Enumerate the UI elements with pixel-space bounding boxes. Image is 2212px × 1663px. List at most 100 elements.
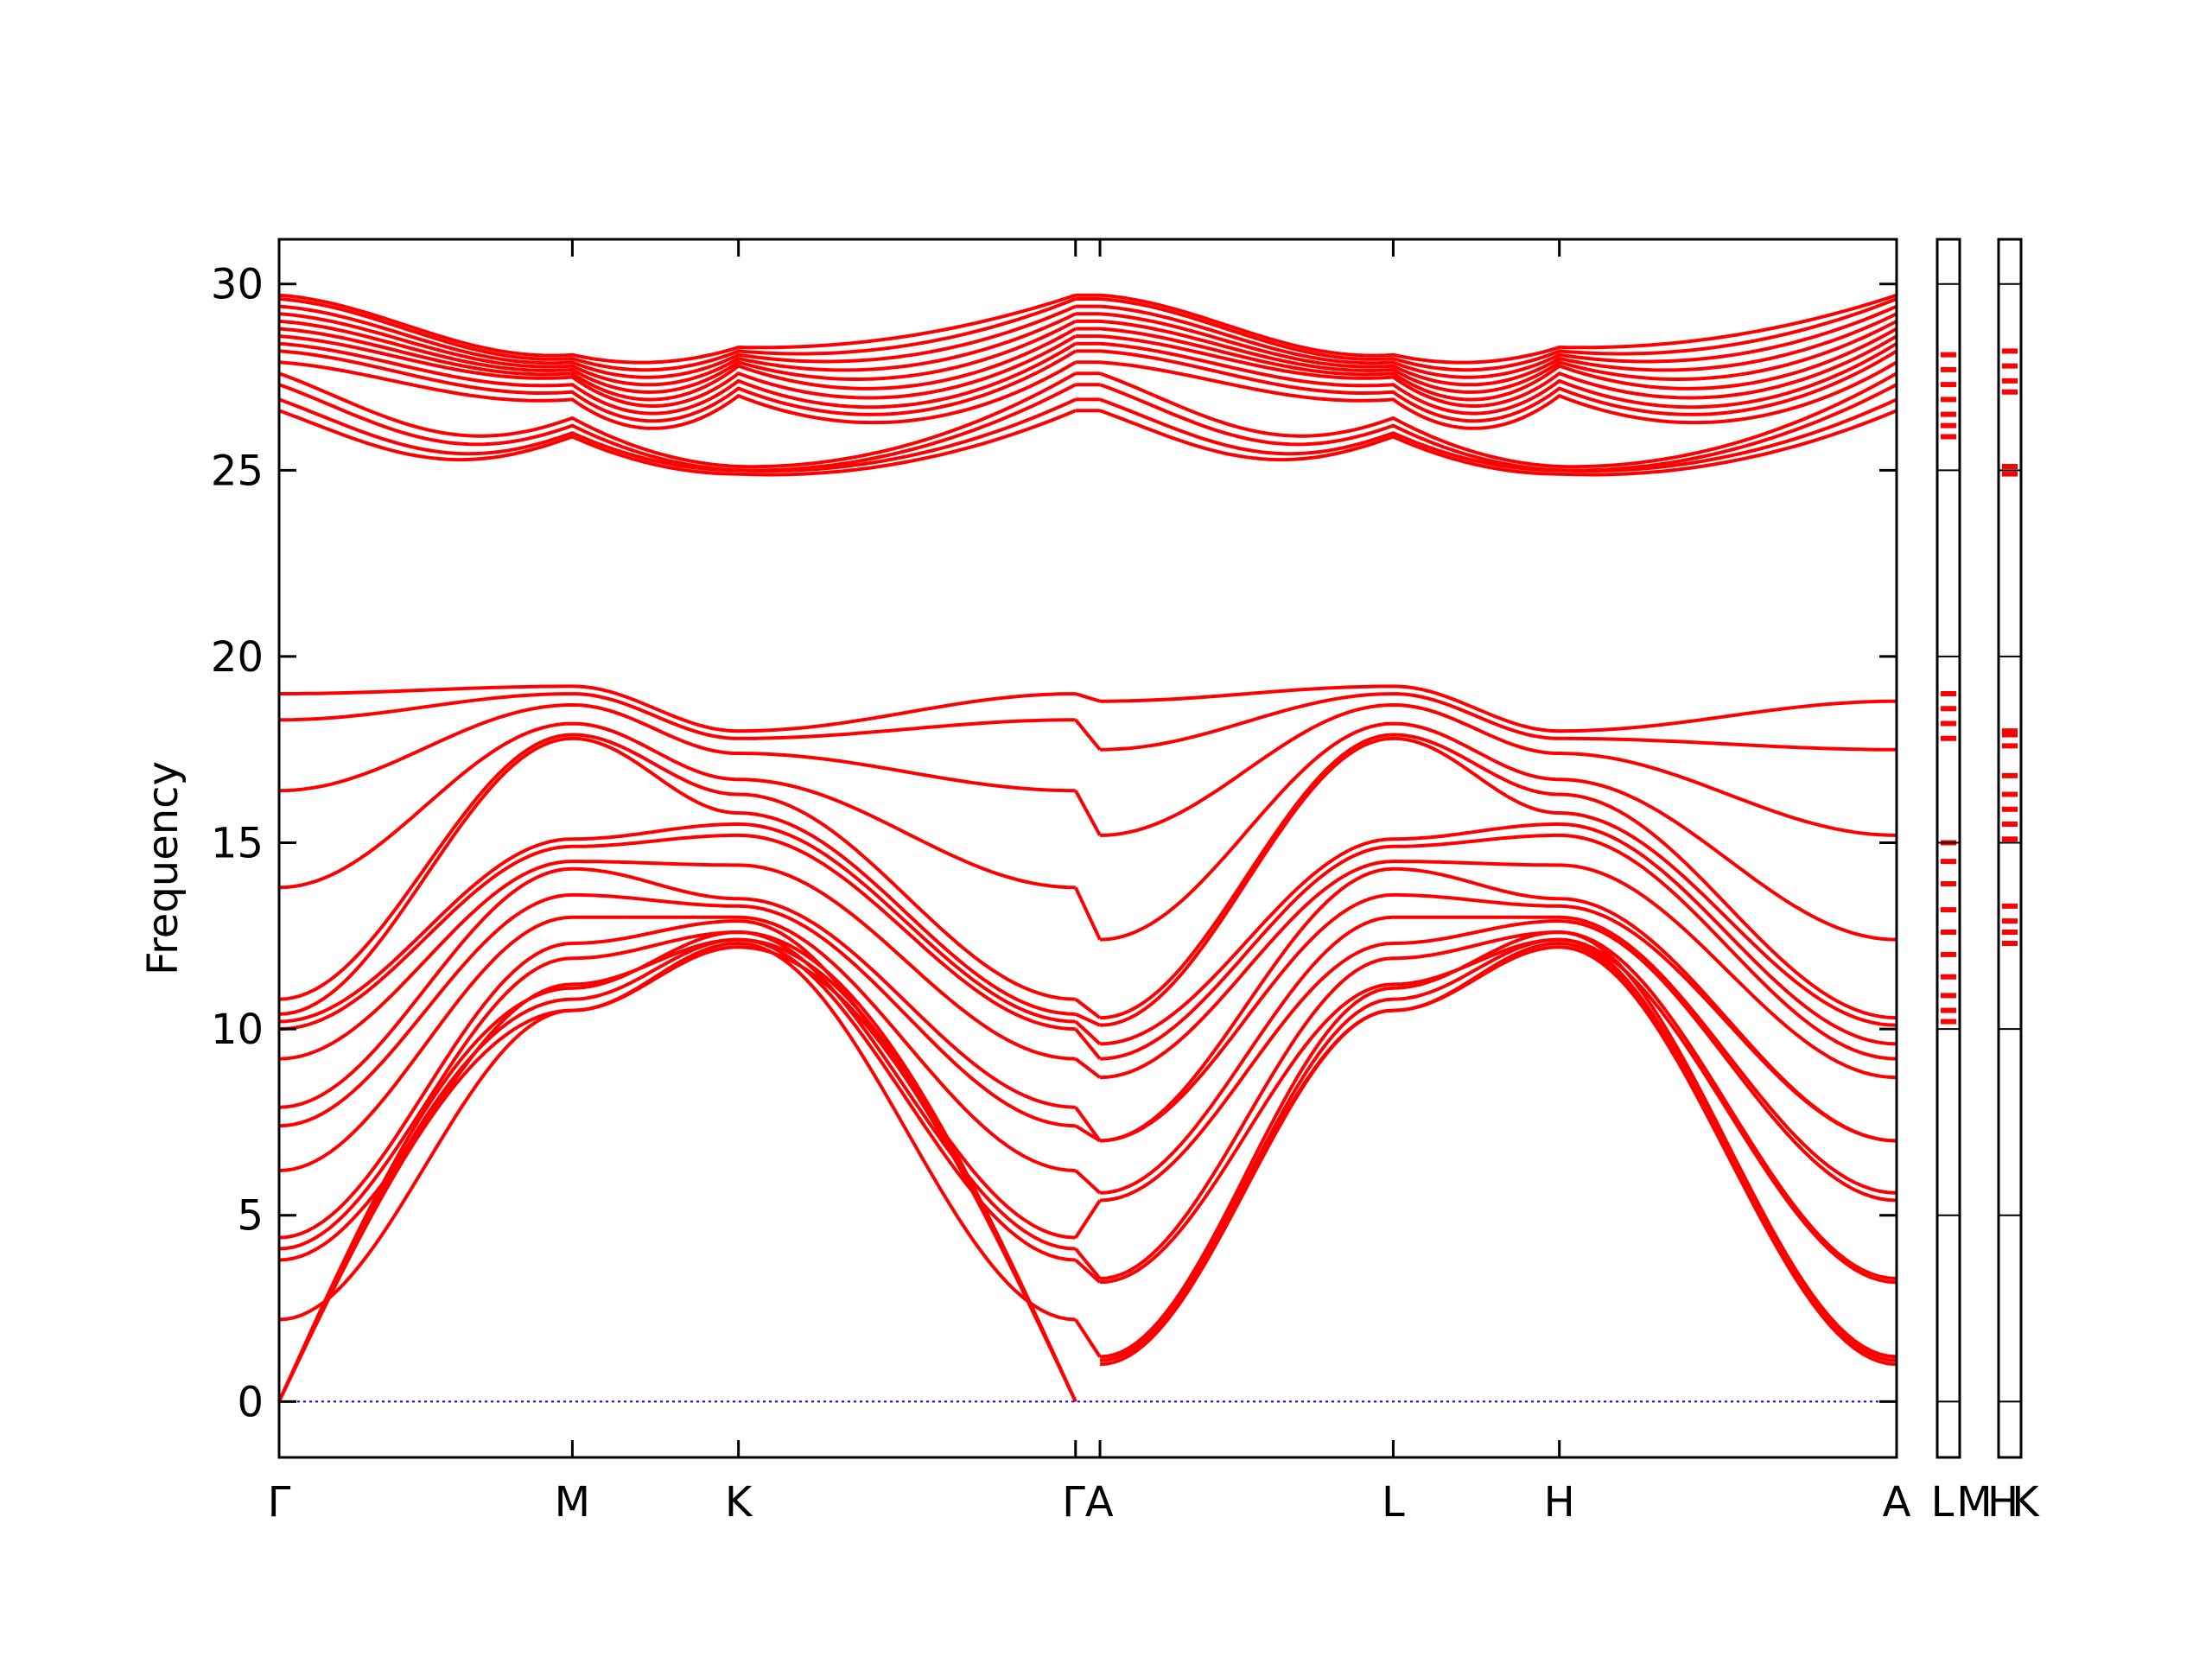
x-tick-label-4: L	[1382, 1478, 1405, 1527]
band-optic-10-gmkg	[278, 866, 1076, 1109]
band-optic-10-ga	[1074, 1106, 1102, 1142]
band-high-1-gmkg	[278, 409, 1077, 477]
band-optic-12-alha	[1099, 915, 1897, 1195]
band-optic-7-ga	[1074, 1020, 1102, 1045]
band-optic-2-alha	[1099, 692, 1897, 752]
band-high-12-gmkg	[278, 304, 1077, 379]
band-optic-7-alha	[1099, 822, 1897, 1046]
band-optic-6-gmkg	[278, 736, 1076, 1016]
band-high-7-alha	[1099, 341, 1898, 416]
y-tick-label-30: 30	[211, 261, 264, 309]
band-high-13-alha	[1099, 297, 1897, 372]
band-optic-14-alha	[1099, 930, 1897, 1280]
band-optic-13-alha	[1099, 919, 1897, 1203]
band-high-13-gmkg	[278, 297, 1077, 372]
band-optic-9-gmkg	[278, 860, 1076, 1061]
band-optic-4-gmkg	[278, 721, 1076, 890]
band-high-14-alha	[1099, 293, 1897, 365]
side-label-1: M	[1956, 1478, 1992, 1527]
band-high-2-alha	[1099, 397, 1897, 473]
band-optic-2-gmkg	[279, 692, 1076, 740]
band-high-9-alha	[1099, 327, 1897, 402]
band-high-10-gmkg	[278, 319, 1077, 394]
x-tick-label-1: M	[555, 1478, 590, 1527]
band-optic-4-alha	[1099, 721, 1897, 942]
band-high-10-alha	[1099, 319, 1897, 394]
main-plot-frame	[277, 238, 1898, 1459]
band-optic-11-gmkg	[278, 892, 1076, 1128]
y-tick-label-15: 15	[211, 820, 264, 868]
x-tick-label-2: K	[725, 1478, 753, 1527]
x-tick-label-6: A	[1883, 1478, 1911, 1527]
band-high-8-alha	[1099, 334, 1898, 408]
band-high-6-gmkg	[278, 349, 1077, 423]
band-optic-8-ga	[1074, 1027, 1102, 1060]
y-tick-label-20: 20	[211, 633, 264, 682]
band-high-3-alha	[1099, 383, 1897, 473]
band-high-4-gmkg	[278, 371, 1077, 469]
band-optic-12-gmkg	[278, 915, 1076, 1172]
band-optic-11-alha	[1099, 892, 1897, 1143]
y-tick-label-5: 5	[237, 1192, 264, 1241]
band-acoustic-3-alha	[1099, 930, 1897, 1359]
band-optic-4-ga	[1073, 886, 1102, 941]
bands-layer	[277, 293, 2018, 1403]
band-high-7-gmkg	[278, 341, 1077, 416]
band-optic-1-alha	[1100, 684, 1897, 733]
band-high-14-gmkg	[278, 293, 1077, 365]
band-optic-8-alha	[1099, 833, 1897, 1061]
band-optic-16-ga	[1074, 1318, 1102, 1358]
band-optic-11-ga	[1074, 1124, 1102, 1143]
band-optic-1-ga	[1075, 692, 1101, 703]
x-tick-label-0: Γ	[268, 1478, 291, 1527]
band-optic-2-ga	[1074, 718, 1102, 751]
side-panel-2-frame	[1997, 238, 2023, 1459]
x-tick-label-5: H	[1544, 1478, 1575, 1527]
band-high-3-gmkg	[278, 383, 1077, 473]
band-high-11-alha	[1099, 312, 1897, 387]
band-optic-5-ga	[1074, 998, 1102, 1019]
x-tick-label-3: ΓA	[1062, 1478, 1114, 1527]
band-high-11-gmkg	[278, 312, 1077, 387]
band-high-12-alha	[1099, 304, 1897, 379]
band-high-5-alha	[1099, 360, 1898, 430]
band-optic-9-alha	[1099, 860, 1897, 1080]
band-acoustic-1-alha	[1099, 945, 1897, 1367]
band-optic-15-ga	[1074, 1259, 1102, 1284]
band-optic-13-ga	[1074, 1199, 1102, 1239]
band-optic-10-alha	[1099, 866, 1897, 1143]
y-tick-label-25: 25	[211, 447, 264, 495]
band-optic-12-ga	[1074, 1169, 1102, 1195]
y-tick-label-0: 0	[237, 1378, 264, 1426]
band-high-9-gmkg	[278, 327, 1077, 402]
band-acoustic-2-gmkg	[277, 937, 1077, 1403]
band-optic-14-ga	[1074, 1247, 1102, 1280]
side-panel-1-frame	[1936, 238, 1961, 1459]
band-optic-8-gmkg	[278, 833, 1076, 1031]
band-optic-5-alha	[1099, 733, 1897, 1020]
band-acoustic-3-gmkg	[277, 930, 1077, 1403]
band-optic-14-gmkg	[278, 930, 1076, 1251]
y-axis-title: Frequency	[139, 761, 188, 975]
band-optic-3-alha	[1099, 703, 1897, 837]
band-optic-5-gmkg	[278, 733, 1076, 1001]
band-optic-3-gmkg	[278, 703, 1076, 793]
frame-layer	[277, 238, 2023, 1459]
band-high-1-alha	[1099, 409, 1897, 477]
band-optic-1-gmkg	[278, 684, 1076, 733]
side-label-0: L	[1931, 1478, 1955, 1527]
band-optic-9-ga	[1074, 1057, 1102, 1079]
y-tick-label-10: 10	[211, 1006, 264, 1054]
side-label-3: K	[2012, 1478, 2040, 1527]
band-high-2-gmkg	[278, 397, 1077, 473]
band-high-5-gmkg	[278, 360, 1077, 430]
band-acoustic-1-gmkg	[277, 945, 1077, 1403]
band-acoustic-2-alha	[1099, 937, 1897, 1362]
band-high-4-alha	[1099, 371, 1897, 469]
band-high-6-alha	[1099, 349, 1898, 423]
band-optic-7-gmkg	[278, 822, 1076, 1024]
